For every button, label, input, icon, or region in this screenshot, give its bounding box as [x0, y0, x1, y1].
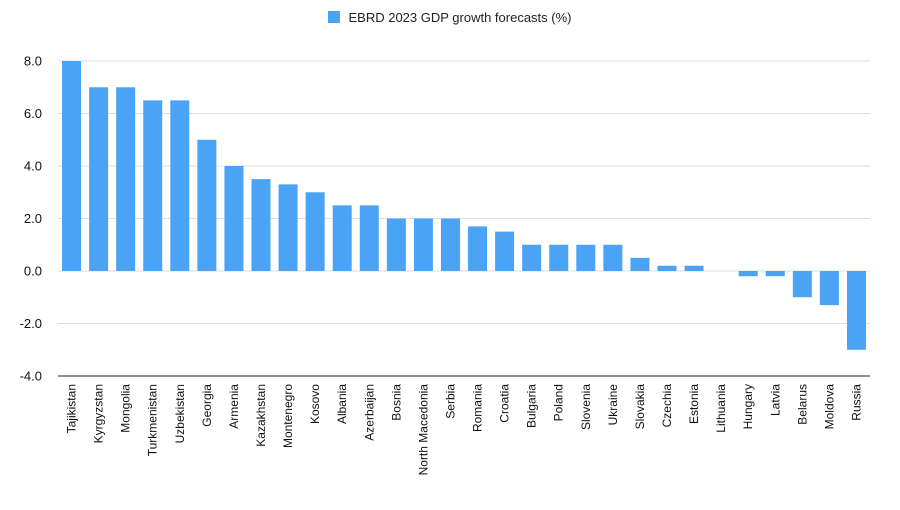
x-tick-label: Poland [552, 384, 566, 421]
x-tick-label: Kyrgyzstan [92, 384, 106, 443]
x-tick-label: Croatia [498, 384, 512, 423]
x-tick-label: Moldova [822, 384, 836, 430]
bar-estonia [684, 265, 704, 271]
x-tick-label: Azerbaijan [362, 384, 376, 441]
legend-label: EBRD 2023 GDP growth forecasts (%) [348, 10, 572, 25]
gridlines [58, 60, 870, 324]
x-tick-label: Russia [849, 384, 863, 421]
x-tick-label: Ukraine [606, 384, 620, 426]
x-tick-label: North Macedonia [416, 384, 430, 476]
bar-poland [549, 244, 569, 271]
bar-moldova [819, 271, 839, 306]
x-tick-label: Bulgaria [525, 384, 539, 428]
y-tick-label: 0.0 [24, 264, 42, 279]
bar-belarus [792, 271, 812, 298]
x-tick-label: Armenia [227, 384, 241, 429]
legend-swatch [328, 11, 341, 23]
bar-tajikistan [62, 61, 82, 271]
bar-russia [846, 271, 866, 350]
bars [62, 61, 866, 350]
x-axis-labels: Tajikistan Kyrgyzstan Mongolia Turkmenistan… [65, 384, 864, 476]
bar-uzbekistan [170, 100, 190, 271]
bar-kyrgyzstan [89, 87, 109, 271]
y-axis-ticks: 8.0 6.0 4.0 2.0 0.0 -2.0 -4.0 [20, 54, 42, 384]
x-tick-label: Belarus [795, 384, 809, 425]
x-tick-label: Tajikistan [65, 384, 79, 433]
bar-armenia [224, 166, 244, 271]
legend: EBRD 2023 GDP growth forecasts (%) [0, 10, 900, 25]
x-tick-label: Romania [471, 384, 485, 432]
x-tick-label: Czechia [660, 384, 674, 428]
bar-kazakhstan [251, 179, 271, 271]
x-tick-label: Hungary [741, 384, 755, 429]
bar-turkmenistan [143, 100, 163, 271]
x-tick-label: Montenegro [281, 384, 295, 448]
bar-montenegro [278, 184, 298, 271]
bar-mongolia [116, 87, 136, 271]
x-tick-label: Serbia [443, 384, 457, 419]
x-tick-label: Uzbekistan [173, 384, 187, 443]
y-tick-label: -4.0 [20, 369, 42, 384]
x-tick-label: Estonia [687, 384, 701, 424]
x-tick-label: Slovenia [579, 384, 593, 430]
bar-albania [332, 205, 352, 271]
bar-georgia [197, 139, 217, 271]
bar-slovenia [576, 244, 596, 271]
x-tick-label: Albania [335, 384, 349, 424]
bar-slovakia [630, 257, 650, 271]
bar-serbia [440, 218, 460, 271]
bar-azerbaijan [359, 205, 379, 271]
x-tick-label: Mongolia [119, 384, 133, 433]
x-tick-label: Lithuania [714, 384, 728, 433]
x-tick-label: Kosovo [308, 384, 322, 424]
x-tick-label: Latvia [768, 384, 782, 416]
bar-ukraine [603, 244, 623, 271]
bar-croatia [495, 231, 515, 271]
x-tick-label: Turkmenistan [146, 384, 160, 456]
bar-romania [468, 226, 488, 271]
y-tick-label: 6.0 [24, 106, 42, 121]
x-tick-label: Georgia [200, 384, 214, 427]
y-tick-label: 8.0 [24, 54, 42, 69]
bar-kosovo [305, 192, 325, 271]
y-tick-label: 2.0 [24, 211, 42, 226]
x-tick-label: Bosnia [389, 384, 403, 421]
bar-bosnia [386, 218, 406, 271]
y-tick-label: 4.0 [24, 159, 42, 174]
y-tick-label: -2.0 [20, 316, 42, 331]
bar-north-macedonia [413, 218, 433, 271]
x-tick-label: Kazakhstan [254, 384, 268, 447]
bar-bulgaria [522, 244, 542, 271]
bar-latvia [765, 271, 785, 277]
x-tick-label: Slovakia [633, 384, 647, 430]
bar-hungary [738, 271, 758, 277]
bar-czechia [657, 265, 677, 271]
